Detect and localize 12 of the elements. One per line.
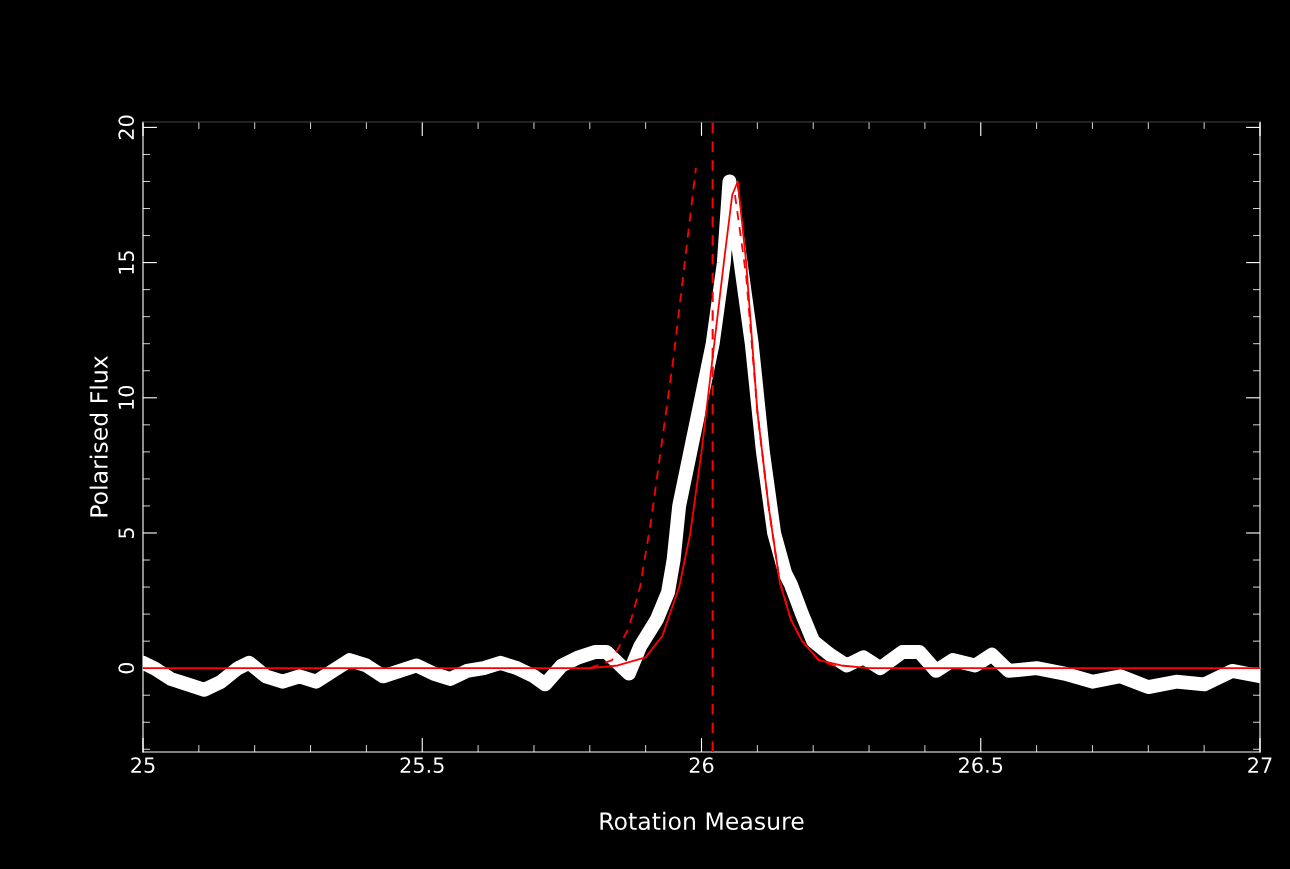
y-tick-label: 15 (118, 251, 135, 274)
x-tick-label: 25.5 (400, 757, 444, 773)
y-tick-label: 5 (118, 528, 135, 539)
y-tick-label: 20 (118, 115, 135, 140)
y-axis-title: Polarised Flux (89, 356, 108, 517)
x-tick-label: 27 (1248, 757, 1272, 773)
x-tick-label: 25 (131, 757, 155, 773)
x-axis-title: Rotation Measure (600, 811, 804, 831)
x-tick-label: 26.5 (959, 757, 1003, 773)
y-tick-label: 10 (118, 385, 135, 409)
y-tick-label: 0 (118, 662, 135, 674)
x-tick-label: 26 (689, 757, 714, 773)
